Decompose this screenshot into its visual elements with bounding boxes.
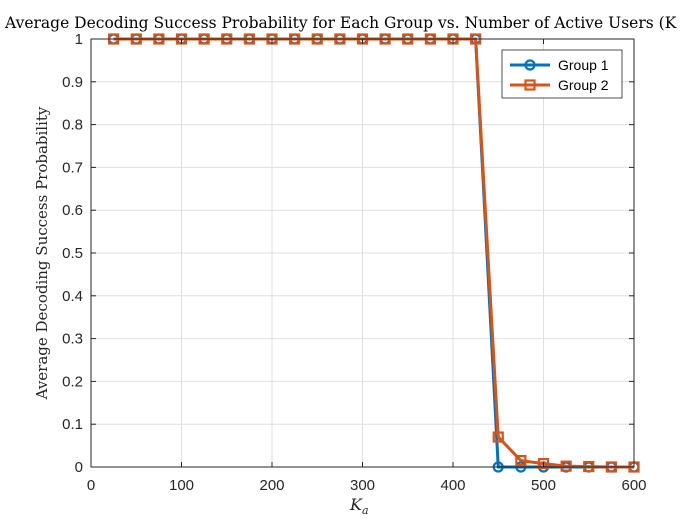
y-tick-label: 0.2 (62, 373, 83, 390)
legend-marker-group-2 (524, 79, 536, 91)
x-tick-label: 200 (259, 477, 284, 494)
y-tick-label: 0.4 (62, 288, 83, 305)
x-tick-label: 0 (87, 477, 95, 494)
y-axis-label: Average Decoding Success Probability (33, 106, 51, 400)
x-axis-label: Ka (349, 495, 369, 517)
y-tick-label: 0.7 (62, 159, 83, 176)
y-tick-label: 1 (75, 31, 83, 48)
legend-label-group-2: Group 2 (558, 77, 609, 93)
y-tick-label: 0.5 (62, 245, 83, 262)
x-tick-label: 100 (169, 477, 194, 494)
legend-label-group-1: Group 1 (558, 57, 609, 73)
legend-marker-group-1 (524, 59, 536, 71)
y-tick-label: 0.3 (62, 331, 83, 348)
x-tick-label: 400 (440, 477, 465, 494)
x-tick-label: 500 (531, 477, 556, 494)
ticks: 0 100 200 300 400 500 600 0 0.1 0.2 0.3 0.4 0.5 0.6 0.… (62, 31, 646, 494)
data-point-group-2 (515, 454, 527, 467)
data-point-group-2 (492, 431, 504, 443)
legend: Group 1 Group 2 (501, 49, 623, 99)
data-point-group-2 (537, 457, 550, 470)
x-tick-label: 600 (621, 477, 646, 494)
x-axis-label-subscript: a (362, 504, 369, 517)
y-tick-label: 0.8 (62, 117, 83, 134)
y-tick-label: 0.6 (62, 202, 83, 219)
data-point-group-2 (560, 460, 572, 472)
x-axis-label-main: K (349, 495, 363, 514)
y-tick-label: 0.1 (62, 416, 83, 433)
x-tick-label: 300 (350, 477, 375, 494)
chart-title: Average Decoding Success Probability for… (4, 14, 677, 32)
y-tick-label: 0 (75, 459, 83, 476)
legend-box (501, 49, 623, 99)
y-tick-label: 0.9 (62, 74, 83, 91)
